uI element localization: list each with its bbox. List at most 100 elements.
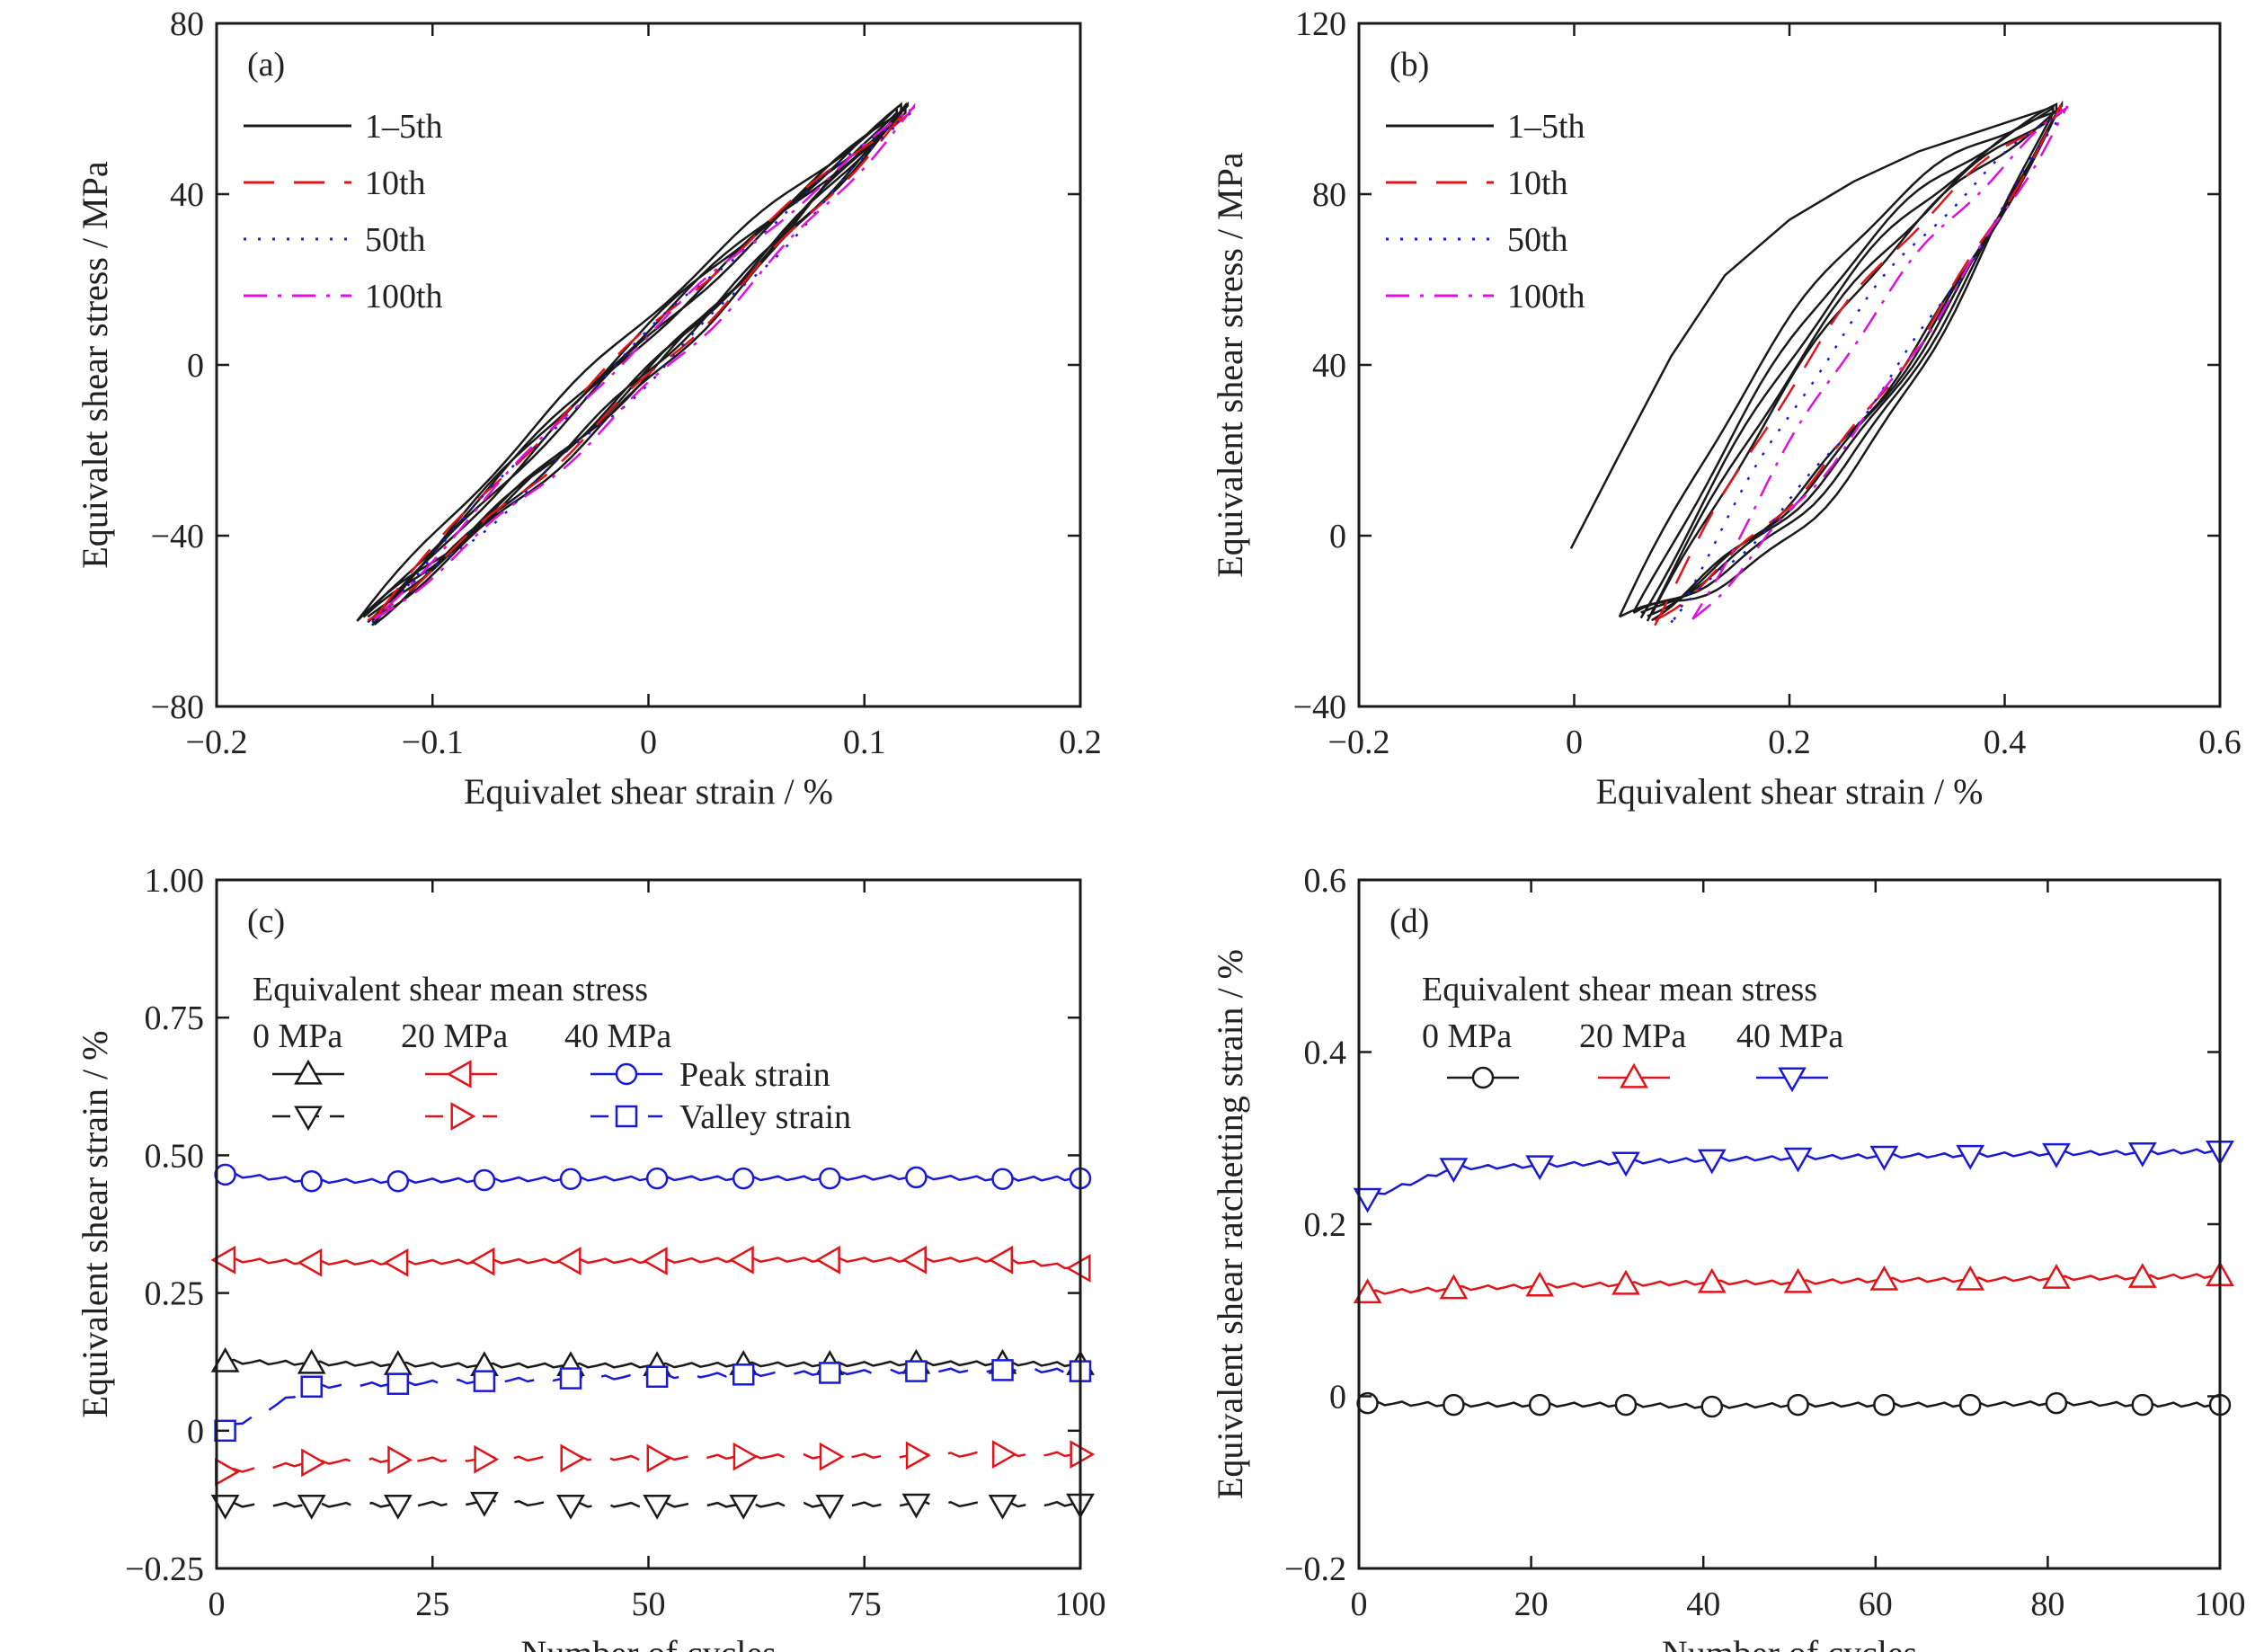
marker-circle	[615, 1062, 638, 1086]
legend-column-label: 40 MPa	[1736, 1017, 1843, 1055]
marker-triangle-right	[560, 1443, 586, 1473]
y-axis-label: Equivalent shear strain / %	[75, 1031, 115, 1418]
x-tick-label: 25	[415, 1585, 449, 1623]
legend-column-label: 40 MPa	[564, 1017, 671, 1055]
marker-circle	[1614, 1393, 1638, 1417]
marker-circle	[214, 1163, 236, 1186]
marker-circle	[386, 1169, 410, 1193]
marker-triangle-right	[215, 1457, 240, 1487]
y-axis-label: Equivalent shear ratchetting strain / %	[1210, 949, 1250, 1499]
marker-circle	[2131, 1393, 2154, 1417]
marker-triangle-down	[1869, 1145, 1899, 1171]
marker-triangle-right	[387, 1445, 413, 1475]
x-tick-label: 0	[1566, 724, 1583, 761]
marker-triangle-up	[210, 1346, 240, 1372]
marker-triangle-up	[294, 1059, 323, 1085]
legend-column-label: 20 MPa	[1579, 1017, 1686, 1055]
y-tick-label: −0.2	[1284, 1550, 1346, 1588]
marker-triangle-down	[210, 1494, 240, 1520]
chart-panel-a: 1–5th 10th 50th 100th −0.2 −0.1 0 0.1 0.2 −80 −40 0…	[75, 5, 1102, 812]
marker-triangle-up	[1869, 1265, 1899, 1291]
marker-circle	[645, 1167, 669, 1190]
y-tick-label: 0.50	[145, 1137, 205, 1175]
marker-triangle-up	[1620, 1062, 1648, 1088]
marker-triangle-down	[297, 1494, 326, 1520]
marker-circle	[1471, 1066, 1495, 1089]
y-tick-label: 120	[1295, 5, 1346, 43]
y-tick-label: 0	[1329, 518, 1346, 555]
hysteresis-loop	[373, 102, 916, 620]
panel-label: (a)	[247, 46, 285, 84]
x-tick-label: 50	[632, 1585, 666, 1623]
y-tick-label: 40	[1312, 347, 1346, 385]
chart-panel-b: 1–5th 10th 50th 100th −0.2 0 0.2 0.4 0.6 −40 0 40 80…	[1210, 5, 2242, 812]
y-axis-label: Equivalent shear stress / MPa	[1210, 152, 1250, 577]
x-tick-label: 0	[640, 724, 657, 761]
marker-triangle-down	[1439, 1158, 1469, 1184]
marker-square	[645, 1365, 669, 1388]
legend-title: Equivalent shear mean stress	[253, 971, 648, 1008]
marker-triangle-right	[301, 1448, 326, 1478]
hysteresis-loop	[1632, 102, 2058, 615]
x-tick-label: 60	[1859, 1585, 1893, 1623]
y-tick-label: 0.4	[1304, 1035, 1347, 1072]
marker-triangle-right	[1070, 1440, 1096, 1470]
x-axis-label: Number of cycles	[520, 1633, 776, 1652]
hysteresis-loop	[1650, 100, 2064, 622]
x-tick-label: 0	[1351, 1585, 1368, 1623]
x-tick-label: 100	[2195, 1585, 2246, 1623]
marker-square	[559, 1367, 582, 1390]
marker-triangle-down	[1783, 1147, 1813, 1173]
marker-circle	[1700, 1395, 1724, 1418]
x-tick-label: 75	[848, 1585, 882, 1623]
y-tick-label: 0.6	[1304, 862, 1347, 900]
marker-triangle-down	[2127, 1141, 2157, 1168]
legend-column-label: 20 MPa	[401, 1017, 508, 1055]
x-tick-label: 40	[1686, 1585, 1720, 1623]
x-tick-label: 80	[2030, 1585, 2064, 1623]
legend-title: Equivalent shear mean stress	[1422, 971, 1817, 1008]
marker-triangle-left	[469, 1247, 495, 1276]
hysteresis-loop	[362, 102, 902, 618]
x-axis-label: Equivalet shear strain / %	[464, 771, 833, 812]
y-tick-label: 0.25	[145, 1275, 205, 1313]
marker-triangle-up	[1697, 1267, 1727, 1293]
marker-triangle-down	[988, 1494, 1017, 1520]
marker-triangle-up	[2127, 1263, 2157, 1288]
marker-circle	[732, 1167, 755, 1190]
marker-triangle-down	[294, 1106, 323, 1132]
marker-triangle-down	[2042, 1142, 2071, 1168]
marker-triangle-down	[1353, 1187, 1382, 1213]
legend-label: 10th	[365, 164, 426, 202]
x-axis-label: Number of cycles	[1662, 1633, 1917, 1652]
marker-triangle-left	[815, 1245, 840, 1275]
marker-triangle-down	[470, 1491, 499, 1517]
legend-label: 1–5th	[365, 108, 443, 146]
marker-triangle-up	[1353, 1278, 1382, 1304]
marker-triangle-left	[555, 1247, 582, 1275]
legend-row-label: Valley strain	[679, 1098, 851, 1136]
legend-label: 50th	[1507, 221, 1568, 259]
marker-circle	[1787, 1393, 1809, 1417]
panel-label: (b)	[1389, 46, 1429, 84]
y-tick-label: 80	[170, 5, 204, 43]
hysteresis-loop	[1654, 104, 2063, 626]
marker-triangle-left	[988, 1245, 1014, 1275]
marker-triangle-right	[991, 1440, 1017, 1470]
marker-circle	[1528, 1393, 1551, 1417]
legend-label: 100th	[365, 278, 443, 315]
marker-circle	[819, 1167, 841, 1190]
x-tick-label: −0.1	[402, 724, 464, 761]
legend-label: 100th	[1507, 278, 1585, 315]
marker-triangle-down	[1778, 1067, 1807, 1093]
x-tick-label: −0.2	[186, 724, 248, 761]
legend-row-label: Peak strain	[679, 1056, 830, 1094]
marker-triangle-left	[901, 1245, 927, 1275]
marker-triangle-left	[383, 1248, 409, 1277]
legend-label: 50th	[365, 221, 426, 259]
y-axis-label: Equivalet shear stress / MPa	[75, 161, 115, 568]
x-tick-label: 0	[209, 1585, 226, 1623]
marker-square	[991, 1359, 1014, 1381]
